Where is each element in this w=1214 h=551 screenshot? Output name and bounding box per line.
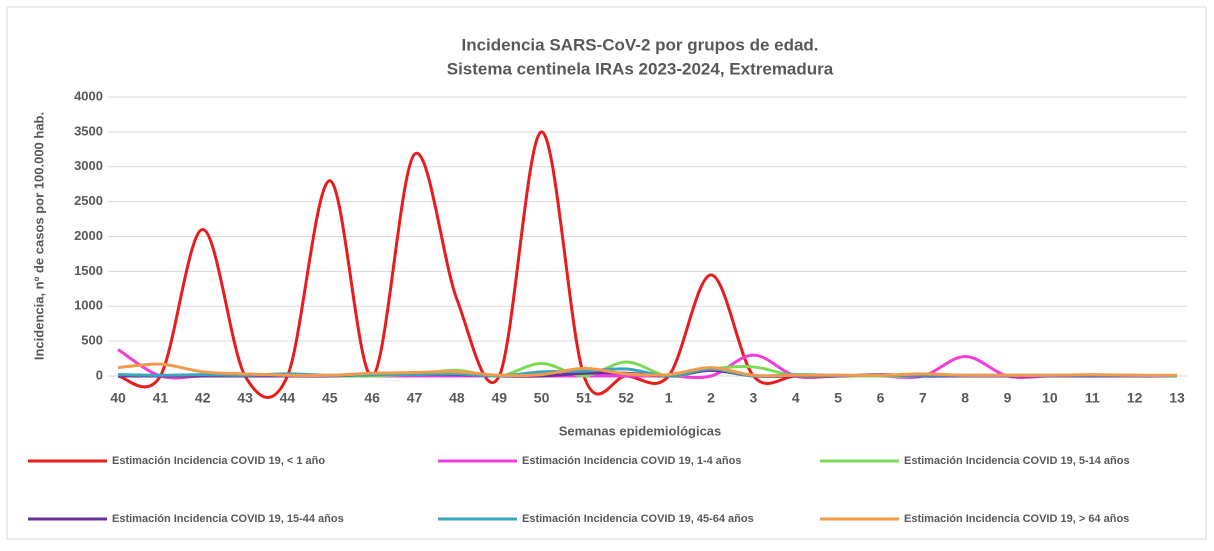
y-tick-label: 2500 <box>74 193 103 208</box>
chart-title: Incidencia SARS-CoV-2 por grupos de edad… <box>461 35 818 54</box>
y-tick-label: 500 <box>81 333 103 348</box>
series-line <box>117 362 1178 378</box>
x-tick-label: 6 <box>877 390 885 406</box>
x-tick-label: 10 <box>1042 390 1058 406</box>
y-tick-label: 3000 <box>74 158 103 173</box>
x-tick-label: 49 <box>491 390 507 406</box>
x-tick-label: 7 <box>919 390 927 406</box>
legend-label: Estimación Incidencia COVID 19, 1-4 años <box>522 455 741 467</box>
x-tick-label: 3 <box>750 390 758 406</box>
y-tick-label: 0 <box>96 367 103 382</box>
y-tick-label: 1500 <box>74 263 103 278</box>
x-tick-label: 4 <box>792 390 800 406</box>
chart-title: Sistema centinela IRAs 2023-2024, Extrem… <box>447 59 834 78</box>
x-tick-label: 51 <box>576 390 592 406</box>
x-tick-label: 43 <box>237 390 253 406</box>
legend-label: Estimación Incidencia COVID 19, 45-64 añ… <box>522 513 754 525</box>
x-tick-label: 42 <box>195 390 211 406</box>
x-tick-label: 52 <box>619 390 635 406</box>
x-tick-label: 8 <box>961 390 969 406</box>
x-tick-label: 47 <box>407 390 423 406</box>
x-tick-label: 44 <box>280 390 296 406</box>
y-tick-label: 2000 <box>74 228 103 243</box>
x-tick-label: 12 <box>1127 390 1143 406</box>
x-tick-label: 11 <box>1085 390 1100 406</box>
x-tick-label: 40 <box>110 390 126 406</box>
x-tick-label: 13 <box>1169 390 1185 406</box>
legend-label: Estimación Incidencia COVID 19, 15-44 añ… <box>112 513 344 525</box>
x-tick-label: 50 <box>534 390 550 406</box>
x-tick-label: 1 <box>665 390 673 406</box>
y-axis-label: Incidencia, nº de casos por 100.000 hab. <box>31 112 46 360</box>
x-axis-label: Semanas epidemiológicas <box>559 423 722 438</box>
x-tick-label: 9 <box>1004 390 1012 406</box>
x-tick-label: 48 <box>449 390 465 406</box>
x-tick-label: 2 <box>707 390 715 406</box>
y-tick-label: 4000 <box>74 88 103 103</box>
x-tick-label: 45 <box>322 390 338 406</box>
legend-label: Estimación Incidencia COVID 19, < 1 año <box>112 455 325 467</box>
legend-label: Estimación Incidencia COVID 19, 5-14 año… <box>904 455 1130 467</box>
x-tick-label: 46 <box>364 390 380 406</box>
y-tick-label: 1000 <box>74 298 103 313</box>
chart-border <box>6 6 1207 540</box>
y-tick-label: 3500 <box>74 123 103 138</box>
legend-label: Estimación Incidencia COVID 19, > 64 año… <box>904 513 1129 525</box>
x-tick-label: 5 <box>834 390 842 406</box>
x-tick-label: 41 <box>153 390 169 406</box>
